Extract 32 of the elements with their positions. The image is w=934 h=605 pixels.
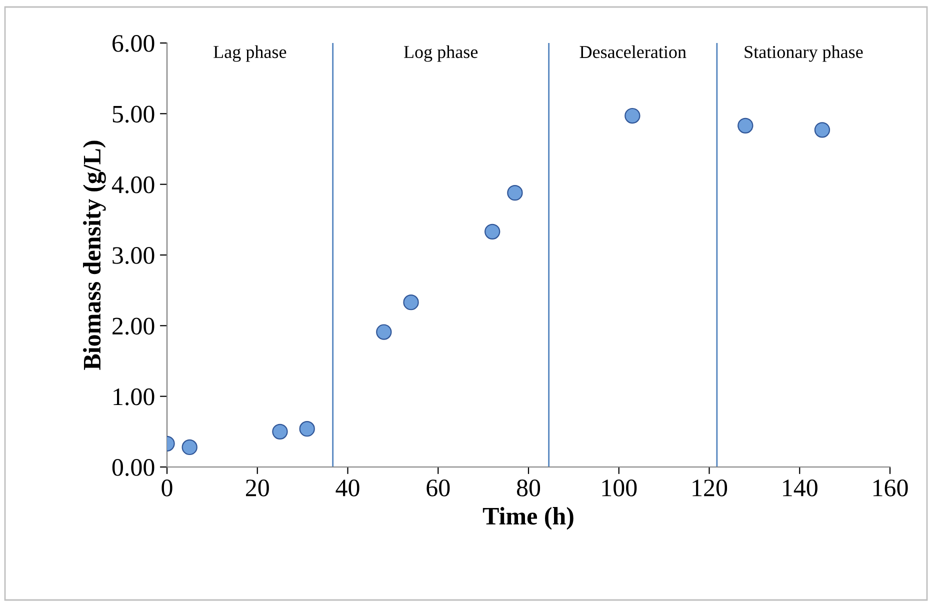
point [814, 122, 830, 138]
annotation: Lag phase [214, 45, 286, 62]
x-tick-label: 160 [873, 480, 908, 496]
x-tick-label: 80 [516, 480, 540, 496]
y-tick-label: 5.00 [112, 106, 154, 123]
x-tick-label: 60 [426, 480, 450, 496]
x-tick-label: 40 [336, 480, 360, 496]
point [624, 108, 640, 124]
point [376, 324, 392, 340]
annotation: Log phase [404, 45, 478, 62]
annotation: Desaceleration [580, 45, 686, 58]
point [738, 118, 754, 134]
annotation: Stationary phase [744, 45, 863, 62]
y-tick-label: 3.00 [112, 247, 154, 264]
y-tick-label: 0.00 [112, 459, 154, 476]
point [299, 421, 315, 437]
x-tick-label: 120 [692, 480, 728, 496]
x-tick-label: 140 [783, 480, 818, 496]
point [182, 439, 198, 456]
y-tick-label: 1.00 [114, 388, 154, 406]
point [403, 294, 419, 310]
y-axis-title: Biomass density (g/L) [83, 140, 106, 370]
x-tick-label: 100 [602, 480, 637, 496]
x-tick-label: 0 [162, 480, 172, 496]
y-tick-label: 6.00 [112, 35, 154, 52]
point [272, 424, 288, 440]
point [484, 224, 500, 240]
x-tick-label: 20 [246, 480, 269, 496]
y-tick-label: 4.00 [112, 176, 154, 194]
x-axis-title: Time (h) [482, 507, 574, 530]
point [507, 184, 523, 201]
y-tick-label: 2.00 [112, 318, 154, 335]
